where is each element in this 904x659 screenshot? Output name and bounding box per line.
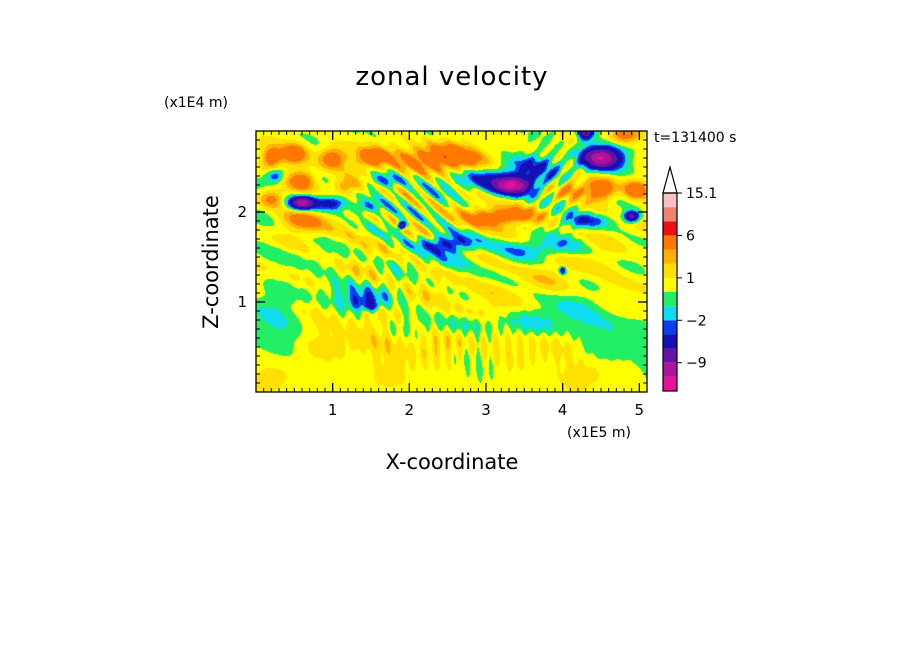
colorbar-tick-label: −2: [686, 313, 707, 329]
contour-field: [256, 131, 647, 392]
colorbar-swatch: [663, 334, 677, 349]
y-tick-label: 2: [237, 203, 247, 221]
colorbar-swatch: [663, 207, 677, 222]
colorbar-swatch: [663, 235, 677, 250]
x-tick-label: 2: [405, 401, 415, 419]
colorbar-swatch: [663, 193, 677, 208]
x-tick-label: 1: [328, 401, 338, 419]
colorbar-swatch: [663, 292, 677, 307]
x-multiplier-label: (x1E5 m): [567, 425, 631, 441]
colorbar-tick-label: 1: [686, 271, 695, 287]
y-axis-title: Z-coordinate: [199, 195, 223, 329]
colorbar-swatch: [663, 249, 677, 264]
colorbar-swatch: [663, 320, 677, 335]
x-axis-title: X-coordinate: [386, 450, 519, 474]
colorbar-tick-label: −9: [686, 356, 707, 372]
colorbar: 15.1 6 1 −2 −9: [662, 164, 717, 392]
colorbar-frame: [662, 192, 678, 392]
x-tick-label: 4: [558, 401, 568, 419]
colorbar-swatch: [663, 263, 677, 278]
x-tick-label: 3: [481, 401, 491, 419]
colorbar-swatch: [663, 362, 677, 377]
x-axis-ticks: 1 2 3 4 5: [328, 131, 644, 419]
time-label: t=131400 s: [654, 130, 736, 146]
colorbar-tick-label: 15.1: [686, 186, 717, 202]
y-axis-ticks: 12: [237, 203, 647, 311]
colorbar-swatch: [663, 221, 677, 236]
colorbar-swatch: [663, 348, 677, 363]
colorbar-swatch: [663, 306, 677, 321]
y-tick-label: 1: [237, 293, 247, 311]
x-tick-label: 5: [635, 401, 645, 419]
y-multiplier-label: (x1E4 m): [164, 95, 228, 111]
chart-title: zonal velocity: [355, 62, 548, 92]
plot-frame: [255, 130, 648, 393]
colorbar-extend-arrow: [662, 164, 678, 194]
colorbar-swatch: [663, 376, 677, 391]
colorbar-swatch: [663, 277, 677, 292]
colorbar-tick-label: 6: [686, 228, 695, 244]
